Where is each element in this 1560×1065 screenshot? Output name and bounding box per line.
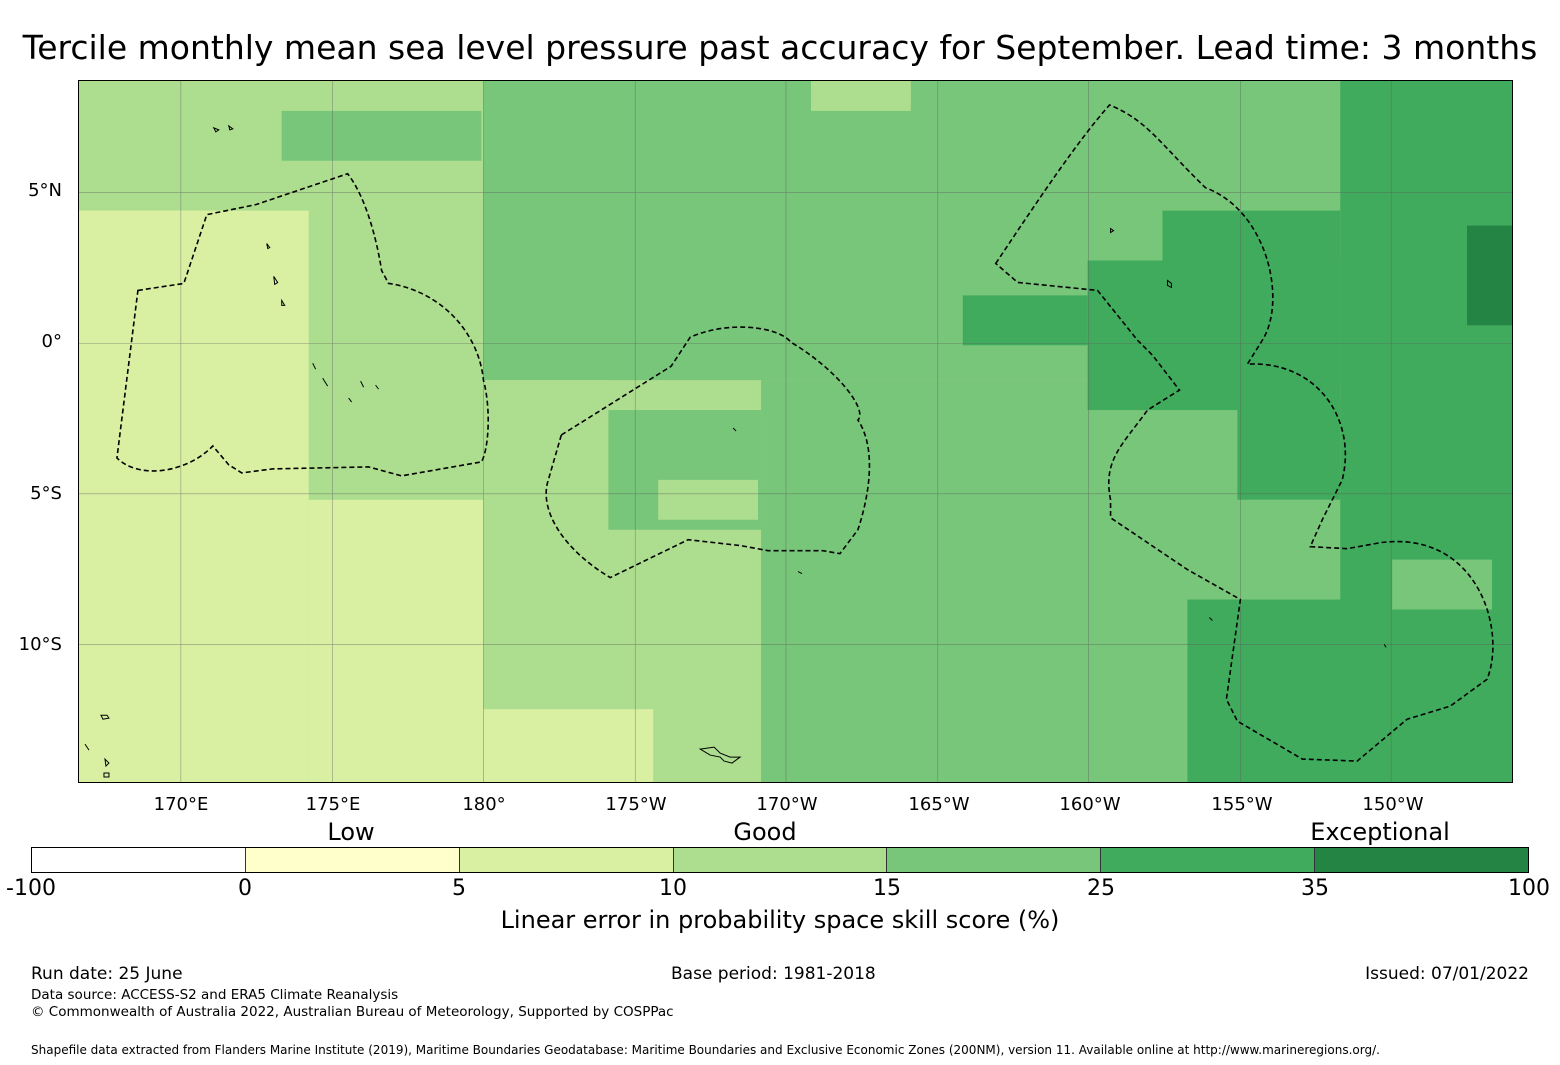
map-title: Tercile monthly mean sea level pressure … (22, 28, 1538, 67)
shapefile-credit: Shapefile data extracted from Flanders M… (31, 1043, 1380, 1057)
skill-region (1237, 400, 1341, 500)
copyright: © Commonwealth of Australia 2022, Austra… (31, 1004, 674, 1020)
island-coastlines (84, 124, 1387, 778)
colorbar-tick: 15 (873, 876, 901, 901)
eez-boundaries (116, 103, 1494, 762)
issued-date: Issued: 07/01/2022 (1365, 964, 1529, 984)
gridlines (79, 81, 1512, 782)
skill-region (1187, 599, 1512, 782)
data-source: Data source: ACCESS-S2 and ERA5 Climate … (31, 987, 399, 1003)
skill-region (1392, 559, 1493, 610)
eez-boundary-phoenix (545, 326, 871, 579)
base-period: Base period: 1981-2018 (671, 964, 876, 984)
skill-region (79, 210, 207, 311)
skill-region (658, 479, 759, 520)
lat-label-equator: 0° (41, 331, 62, 352)
colorbar-label: Linear error in probability space skill … (500, 906, 1060, 934)
lon-label-175e: 175°E (305, 794, 361, 815)
skill-score-map (78, 80, 1513, 783)
lon-label-160w: 160°W (1059, 794, 1121, 815)
colorbar-segment-5-10 (459, 848, 674, 872)
lon-label-175w: 175°W (605, 794, 667, 815)
lat-label-5n: 5°N (28, 180, 62, 201)
skill-region (1237, 499, 1338, 600)
colorbar-segment-35-100 (1315, 848, 1529, 872)
colorbar-segment-0-5 (245, 848, 460, 872)
lon-label-170e: 170°E (153, 794, 209, 815)
lon-label-155w: 155°W (1211, 794, 1273, 815)
category-low: Low (327, 818, 375, 846)
skill-regions (79, 81, 1512, 782)
lon-label-150w: 150°W (1362, 794, 1424, 815)
skill-region (281, 110, 482, 161)
skill-region (962, 295, 1088, 346)
lon-label-170w: 170°W (756, 794, 818, 815)
colorbar-tick: 35 (1301, 876, 1329, 901)
lat-label-10s: 10°S (18, 634, 62, 655)
colorbar (31, 847, 1529, 873)
skill-region (810, 81, 911, 111)
lat-label-5s: 5°S (30, 483, 62, 504)
colorbar-segment-15-25 (887, 848, 1102, 872)
colorbar-tick: 0 (238, 876, 252, 901)
eez-boundary-line-islands (994, 103, 1494, 762)
lon-label-180: 180° (462, 794, 506, 815)
skill-region (1467, 225, 1512, 326)
eez-boundary-kiribati-gilbert (116, 172, 489, 477)
skill-region (308, 499, 484, 782)
colorbar-segment-25-35 (1101, 848, 1316, 872)
colorbar-tick: 5 (452, 876, 466, 901)
colorbar-tick: 25 (1087, 876, 1115, 901)
colorbar-segment-neg100-0 (32, 848, 246, 872)
colorbar-tick: 100 (1508, 876, 1550, 901)
colorbar-tick: 10 (659, 876, 687, 901)
skill-region (1087, 260, 1341, 411)
colorbar-segment-10-15 (673, 848, 888, 872)
skill-region (483, 709, 654, 782)
category-exceptional: Exceptional (1310, 818, 1450, 846)
colorbar-tick: -100 (6, 876, 56, 901)
category-good: Good (733, 818, 797, 846)
run-date: Run date: 25 June (31, 964, 183, 984)
lon-label-165w: 165°W (908, 794, 970, 815)
